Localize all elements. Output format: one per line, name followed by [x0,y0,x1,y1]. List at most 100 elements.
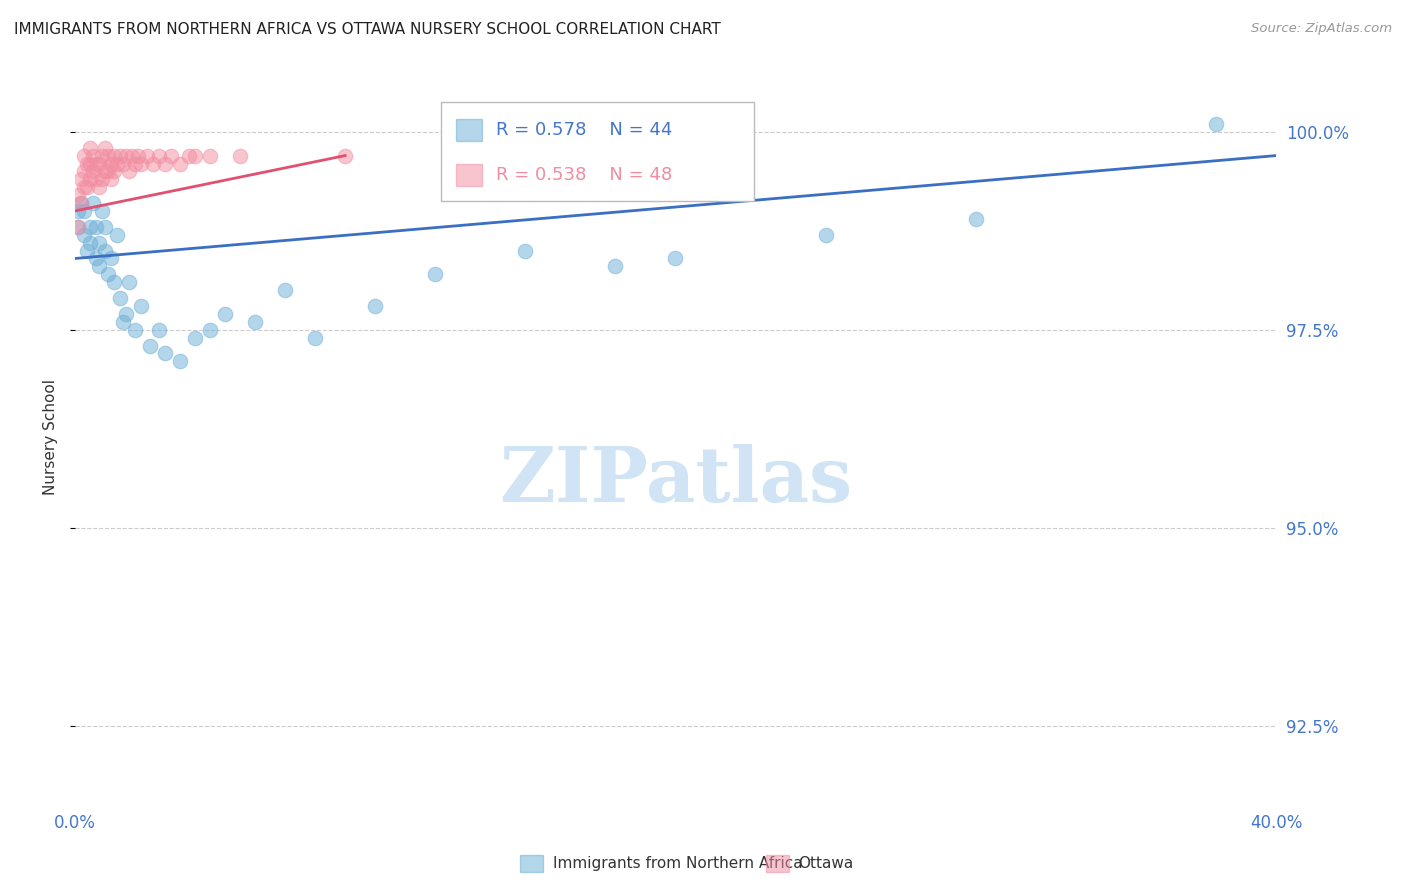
Point [66,219,89,234]
Point [100,252,122,266]
Point [79,141,101,155]
Point [169,354,191,368]
Point [198,323,221,337]
Text: Immigrants from Northern Africa: Immigrants from Northern Africa [553,856,803,871]
Point [82,148,104,162]
Point [69,172,91,186]
Point [84,156,107,170]
Point [148,148,170,162]
Point [97,268,120,282]
Point [111,156,134,170]
Point [153,156,176,170]
Point [129,156,152,170]
Point [153,346,176,360]
Point [105,227,128,242]
Point [184,148,207,162]
Point [79,156,101,170]
Point [90,172,112,186]
Point [664,252,686,266]
Point [111,315,134,329]
Point [124,323,146,337]
Point [198,148,221,162]
Point [115,307,138,321]
Point [605,260,627,274]
Point [76,180,98,194]
Point [129,299,152,313]
Point [94,219,117,234]
Point [100,172,122,186]
Point [87,235,110,250]
Point [79,172,101,186]
Text: R = 0.578    N = 44: R = 0.578 N = 44 [496,121,673,139]
Point [87,156,110,170]
Point [108,148,131,162]
Point [84,172,107,186]
Point [76,156,98,170]
Y-axis label: Nursery School: Nursery School [44,378,58,494]
Point [105,156,128,170]
Point [333,148,356,162]
Point [108,291,131,305]
Point [169,156,191,170]
Point [103,275,125,289]
Point [69,196,91,211]
Point [76,244,98,258]
Text: Ottawa: Ottawa [799,856,853,871]
Point [97,148,120,162]
Text: IMMIGRANTS FROM NORTHERN AFRICA VS OTTAWA NURSERY SCHOOL CORRELATION CHART: IMMIGRANTS FROM NORTHERN AFRICA VS OTTAW… [14,22,721,37]
Text: Source: ZipAtlas.com: Source: ZipAtlas.com [1251,22,1392,36]
Text: ZIPatlas: ZIPatlas [499,443,852,517]
FancyBboxPatch shape [456,164,482,186]
Point [84,252,107,266]
Point [243,315,266,329]
Point [79,235,101,250]
Point [364,299,387,313]
Point [1205,117,1227,131]
Point [115,148,138,162]
Point [142,156,165,170]
Point [127,148,149,162]
Point [73,164,96,178]
Point [814,227,837,242]
Point [118,275,141,289]
FancyBboxPatch shape [441,102,754,201]
Point [73,180,96,194]
Point [103,164,125,178]
Point [184,331,207,345]
Point [135,148,157,162]
Point [73,204,96,219]
Point [87,180,110,194]
Point [515,244,537,258]
Point [121,148,143,162]
FancyBboxPatch shape [456,120,482,142]
Point [97,164,120,178]
Point [100,156,122,170]
Point [148,323,170,337]
Point [66,188,89,202]
Point [90,148,112,162]
Point [69,196,91,211]
Point [79,219,101,234]
Point [160,148,183,162]
Point [229,148,252,162]
Point [73,148,96,162]
Point [82,196,104,211]
Point [274,283,297,297]
Point [425,268,447,282]
Point [90,204,112,219]
Point [139,338,162,352]
Point [73,227,96,242]
Point [94,244,117,258]
Point [304,331,326,345]
Point [66,219,89,234]
Point [124,156,146,170]
Point [82,164,104,178]
Point [94,141,117,155]
Point [118,164,141,178]
Point [214,307,236,321]
Point [87,260,110,274]
Point [94,164,117,178]
Text: R = 0.538    N = 48: R = 0.538 N = 48 [496,166,672,184]
Point [66,204,89,219]
Point [965,211,987,226]
